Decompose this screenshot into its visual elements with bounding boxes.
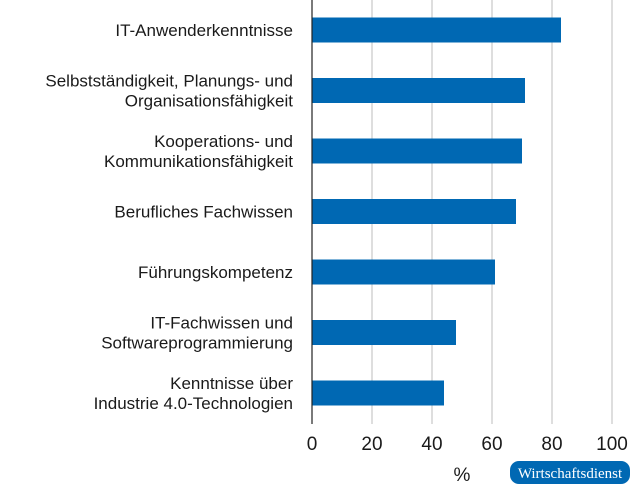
x-tick-labels: 0 20 40 60 80 100 — [307, 434, 628, 455]
category-label: Führungskompetenz — [138, 263, 293, 282]
bar — [312, 17, 561, 43]
category-label: IT-Fachwissen und Softwareprogrammierung — [101, 314, 293, 353]
bar — [312, 320, 456, 345]
bar — [312, 78, 525, 103]
category-label: IT-Anwenderkenntnisse — [115, 21, 293, 40]
category-label: Selbstständigkeit, Planungs- und Organisa… — [45, 72, 293, 111]
bar — [312, 380, 444, 406]
x-tick-label: 100 — [596, 434, 628, 455]
x-axis-label: % — [454, 465, 471, 486]
bar — [312, 199, 516, 224]
x-tick-label: 40 — [421, 434, 442, 455]
category-labels: IT-Anwenderkenntnisse Selbstständigkeit, … — [45, 21, 293, 413]
bar — [312, 259, 495, 285]
category-label: Kooperations- und Kommunikationsfähigkeit — [104, 132, 293, 171]
svg-text:Wirtschaftsdienst: Wirtschaftsdienst — [518, 466, 623, 482]
x-tick-label: 80 — [541, 434, 562, 455]
x-tick-label: 60 — [481, 434, 502, 455]
bar — [312, 138, 522, 164]
bars — [312, 17, 561, 406]
x-tick-label: 20 — [361, 434, 382, 455]
wirtschaftsdienst-badge: Wirtschaftsdienst — [510, 461, 630, 484]
category-label: Kenntnisse über Industrie 4.0-Technologie… — [94, 374, 294, 413]
x-tick-label: 0 — [307, 434, 318, 455]
category-label: Berufliches Fachwissen — [114, 203, 293, 222]
